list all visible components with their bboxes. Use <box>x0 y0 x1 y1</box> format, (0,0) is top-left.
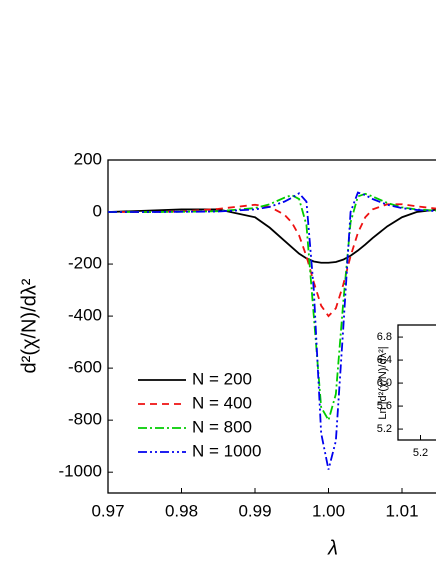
y-tick-label: 6.0 <box>377 377 392 389</box>
y-tick-label: 5.2 <box>377 423 392 435</box>
y-tick-label: 200 <box>74 149 102 168</box>
y-axis-label: Ln |d²(χ/N)/dλ²| <box>377 346 389 419</box>
data-line <box>108 208 436 264</box>
y-tick-label: -400 <box>68 306 102 325</box>
y-tick-label: 6.4 <box>377 354 392 366</box>
legend-label: N = 400 <box>192 393 252 412</box>
x-tick-label: 0.99 <box>238 501 271 520</box>
legend-label: N = 1000 <box>192 441 261 460</box>
y-tick-label: -800 <box>68 410 102 429</box>
x-tick-label: 5.2 <box>413 447 428 459</box>
plot-area <box>108 191 436 470</box>
plot-frame <box>397 324 436 441</box>
x-axis-label: λ <box>327 537 338 559</box>
y-tick-label: -600 <box>68 358 102 377</box>
x-tick-label: 0.98 <box>165 501 198 520</box>
y-tick-label: 6.8 <box>377 331 392 343</box>
legend-label: N = 800 <box>192 417 252 436</box>
data-line <box>108 191 436 470</box>
y-axis-label: d²(χ/N)/dλ² <box>18 278 40 373</box>
y-tick-label: 0 <box>93 202 102 221</box>
data-line <box>108 192 436 423</box>
x-tick-label: 1.00 <box>312 501 345 520</box>
x-tick-label: 1.01 <box>385 501 418 520</box>
y-tick-label: -1000 <box>59 462 102 481</box>
legend-label: N = 200 <box>192 369 252 388</box>
x-tick-label: 0.97 <box>91 501 124 520</box>
inset-plot: 5.25.45.25.66.06.46.8Ln |d²(χ/N)/dλ²| <box>377 324 436 459</box>
y-tick-label: -200 <box>68 254 102 273</box>
main-plot: 0.97 0.98 0.99 1.00 1.01 200 0 -200 -400 -600 -800… <box>18 149 436 559</box>
plot-frame <box>107 159 436 494</box>
y-tick-label: 5.6 <box>377 400 392 412</box>
data-line <box>108 203 436 318</box>
